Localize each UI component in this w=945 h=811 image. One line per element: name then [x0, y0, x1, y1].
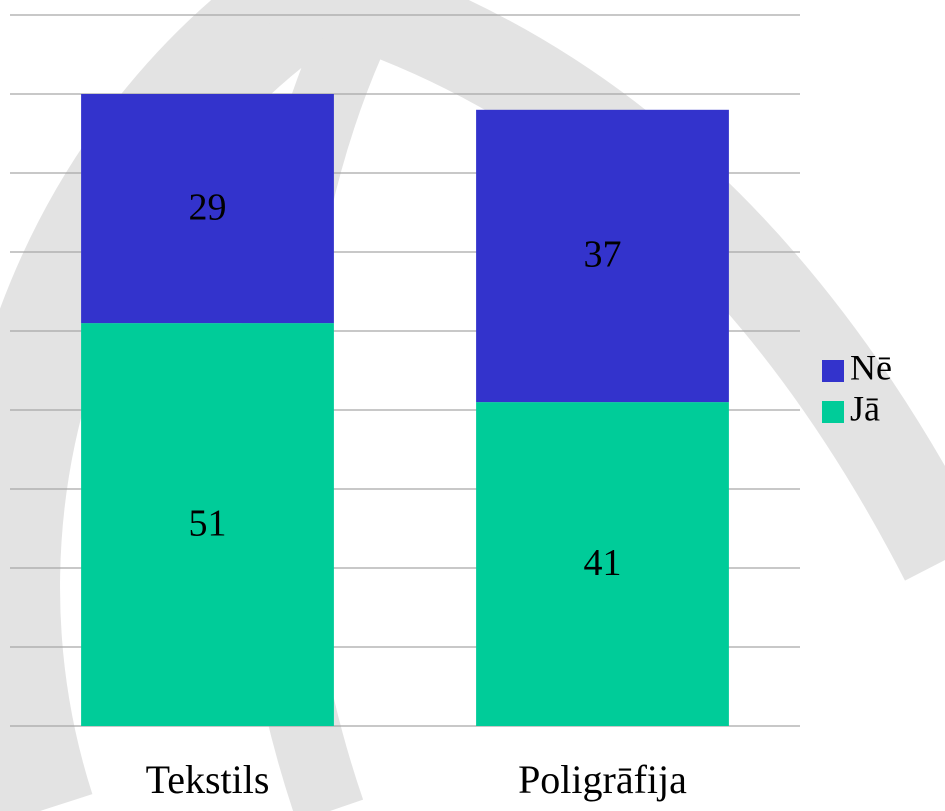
legend-swatch — [822, 360, 844, 382]
legend-swatch — [822, 401, 844, 423]
legend-label: Jā — [850, 388, 880, 428]
data-label: 41 — [584, 542, 622, 584]
data-label: 37 — [584, 234, 622, 276]
data-label: 29 — [189, 186, 227, 228]
x-tick-label: Poligrāfija — [518, 757, 687, 802]
legend-label: Nē — [850, 347, 892, 387]
chart: 51 29 Tekstils 41 37 Poligrāfija JāNē — [0, 0, 945, 811]
x-tick-label: Tekstils — [146, 757, 270, 802]
data-label: 51 — [189, 502, 227, 544]
